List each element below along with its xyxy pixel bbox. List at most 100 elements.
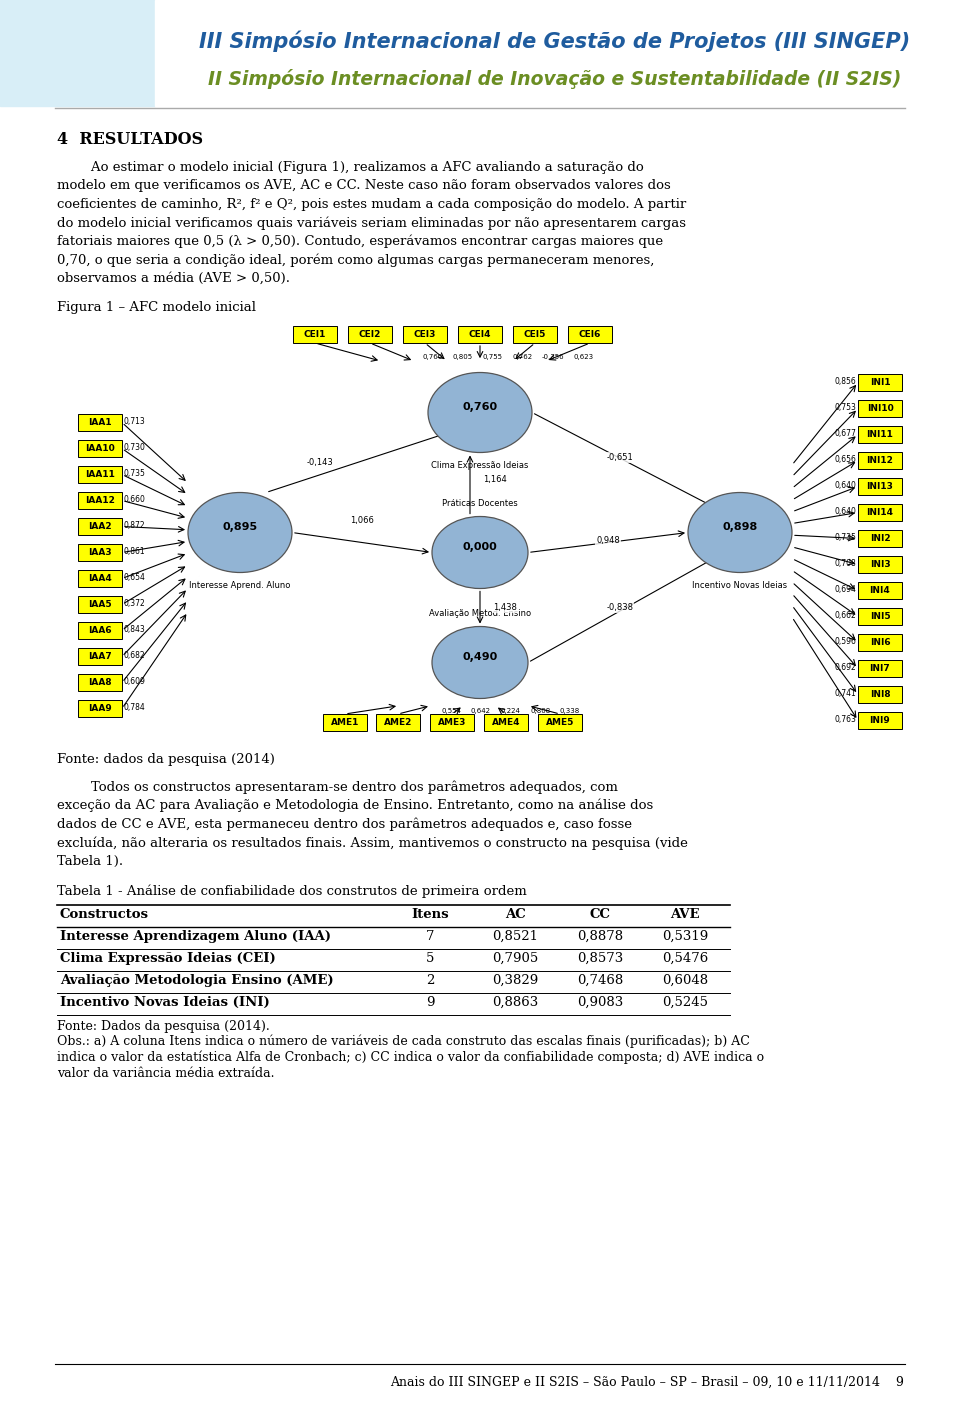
- FancyBboxPatch shape: [858, 530, 902, 548]
- Text: 0,338: 0,338: [560, 707, 580, 713]
- Text: Avaliação Metod. Ensino: Avaliação Metod. Ensino: [429, 609, 531, 619]
- Text: 5: 5: [426, 953, 434, 965]
- Text: Incentivo Novas Ideias: Incentivo Novas Ideias: [692, 580, 787, 589]
- Text: 0,554: 0,554: [442, 707, 462, 713]
- Text: AC: AC: [505, 908, 525, 921]
- Text: INI6: INI6: [870, 637, 890, 647]
- FancyBboxPatch shape: [568, 327, 612, 344]
- Text: 0,872: 0,872: [124, 520, 146, 530]
- Text: 0,8573: 0,8573: [577, 953, 623, 965]
- FancyBboxPatch shape: [484, 714, 528, 732]
- Text: 0,8878: 0,8878: [577, 930, 623, 943]
- FancyBboxPatch shape: [858, 686, 902, 703]
- Ellipse shape: [188, 492, 292, 572]
- Text: IAA12: IAA12: [85, 496, 115, 505]
- Text: 0,623: 0,623: [573, 355, 593, 361]
- Text: 0,682: 0,682: [124, 652, 146, 660]
- Text: 0,662: 0,662: [834, 610, 856, 620]
- Text: 1,164: 1,164: [483, 475, 507, 483]
- FancyBboxPatch shape: [858, 712, 902, 729]
- Text: CEI5: CEI5: [524, 329, 546, 339]
- Text: -0,651: -0,651: [607, 453, 634, 462]
- FancyBboxPatch shape: [78, 596, 122, 613]
- Text: -0,143: -0,143: [306, 458, 333, 466]
- FancyBboxPatch shape: [348, 327, 392, 344]
- Text: 0,6048: 0,6048: [662, 974, 708, 987]
- Text: Incentivo Novas Ideias (INI): Incentivo Novas Ideias (INI): [60, 995, 270, 1010]
- Text: Ao estimar o modelo inicial (Figura 1), realizamos a AFC avaliando a saturação d: Ao estimar o modelo inicial (Figura 1), …: [57, 161, 644, 174]
- Text: AME1: AME1: [331, 719, 359, 727]
- Text: 0,948: 0,948: [596, 536, 620, 545]
- Text: IAA7: IAA7: [88, 652, 112, 662]
- Text: 0,490: 0,490: [463, 653, 497, 663]
- Text: AVE: AVE: [670, 908, 700, 921]
- FancyBboxPatch shape: [78, 622, 122, 639]
- FancyBboxPatch shape: [858, 478, 902, 495]
- Text: Clima Expressão Ideias: Clima Expressão Ideias: [431, 461, 529, 469]
- Text: 0,5476: 0,5476: [661, 953, 708, 965]
- Ellipse shape: [428, 372, 532, 452]
- Text: exceção da AC para Avaliação e Metodologia de Ensino. Entretanto, como na anális: exceção da AC para Avaliação e Metodolog…: [57, 799, 653, 813]
- Text: 0,372: 0,372: [124, 599, 146, 607]
- FancyBboxPatch shape: [78, 492, 122, 509]
- FancyBboxPatch shape: [513, 327, 557, 344]
- FancyBboxPatch shape: [78, 441, 122, 456]
- FancyBboxPatch shape: [78, 518, 122, 535]
- Text: 0,762: 0,762: [513, 355, 533, 361]
- Ellipse shape: [688, 492, 792, 572]
- Text: INI3: INI3: [870, 560, 890, 569]
- Text: 0,755: 0,755: [483, 355, 503, 361]
- FancyBboxPatch shape: [458, 327, 502, 344]
- Text: Fonte: dados da pesquisa (2014): Fonte: dados da pesquisa (2014): [57, 753, 275, 766]
- Text: 0,8521: 0,8521: [492, 930, 538, 943]
- Ellipse shape: [432, 516, 528, 589]
- Text: INI5: INI5: [870, 612, 890, 620]
- Text: Anais do III SINGEP e II S2IS – São Paulo – SP – Brasil – 09, 10 e 11/11/2014: Anais do III SINGEP e II S2IS – São Paul…: [390, 1376, 880, 1389]
- Text: 0,654: 0,654: [124, 573, 146, 582]
- FancyBboxPatch shape: [78, 647, 122, 665]
- Text: CC: CC: [589, 908, 611, 921]
- Text: 0,735: 0,735: [124, 469, 146, 478]
- Text: 0,8863: 0,8863: [492, 995, 539, 1010]
- FancyBboxPatch shape: [858, 374, 902, 391]
- Text: 7: 7: [425, 930, 434, 943]
- Text: AME4: AME4: [492, 719, 520, 727]
- Text: INI10: INI10: [867, 404, 894, 414]
- FancyBboxPatch shape: [858, 582, 902, 599]
- FancyBboxPatch shape: [538, 714, 582, 732]
- Text: CEI1: CEI1: [303, 329, 326, 339]
- Text: INI7: INI7: [870, 665, 890, 673]
- FancyBboxPatch shape: [858, 452, 902, 469]
- Text: 1,066: 1,066: [350, 516, 374, 525]
- Text: III Simpósio Internacional de Gestão de Projetos (III SINGEP): III Simpósio Internacional de Gestão de …: [200, 30, 911, 51]
- Text: IAA3: IAA3: [88, 548, 111, 558]
- Text: CEI2: CEI2: [359, 329, 381, 339]
- Text: 0,895: 0,895: [223, 522, 257, 532]
- Text: AME2: AME2: [384, 719, 412, 727]
- FancyBboxPatch shape: [78, 700, 122, 717]
- Text: 0,741: 0,741: [834, 689, 856, 697]
- Text: modelo em que verificamos os AVE, AC e CC. Neste caso não foram observados valor: modelo em que verificamos os AVE, AC e C…: [57, 180, 671, 193]
- Text: INI2: INI2: [870, 533, 890, 543]
- Text: AME5: AME5: [546, 719, 574, 727]
- Text: 0,656: 0,656: [834, 455, 856, 463]
- Text: Práticas Docentes: Práticas Docentes: [443, 499, 517, 509]
- Text: 0,730: 0,730: [124, 443, 146, 452]
- Text: 0,760: 0,760: [422, 355, 443, 361]
- Text: INI4: INI4: [870, 586, 890, 595]
- Text: Avaliação Metodologia Ensino (AME): Avaliação Metodologia Ensino (AME): [60, 974, 334, 987]
- Text: 0,760: 0,760: [463, 402, 497, 412]
- Text: Obs.: a) A coluna Itens indica o número de variáveis de cada construto das escal: Obs.: a) A coluna Itens indica o número …: [57, 1035, 750, 1048]
- FancyBboxPatch shape: [858, 401, 902, 416]
- Text: Fonte: Dados da pesquisa (2014).: Fonte: Dados da pesquisa (2014).: [57, 1020, 270, 1032]
- Text: 2: 2: [426, 974, 434, 987]
- Text: INI14: INI14: [867, 508, 894, 518]
- Text: observamos a média (AVE > 0,50).: observamos a média (AVE > 0,50).: [57, 272, 290, 285]
- FancyBboxPatch shape: [858, 607, 902, 625]
- Text: valor da variância média extraída.: valor da variância média extraída.: [57, 1067, 275, 1079]
- Ellipse shape: [432, 626, 528, 699]
- FancyBboxPatch shape: [78, 674, 122, 692]
- Text: INI8: INI8: [870, 690, 890, 699]
- FancyBboxPatch shape: [78, 570, 122, 588]
- Text: IAA4: IAA4: [88, 575, 112, 583]
